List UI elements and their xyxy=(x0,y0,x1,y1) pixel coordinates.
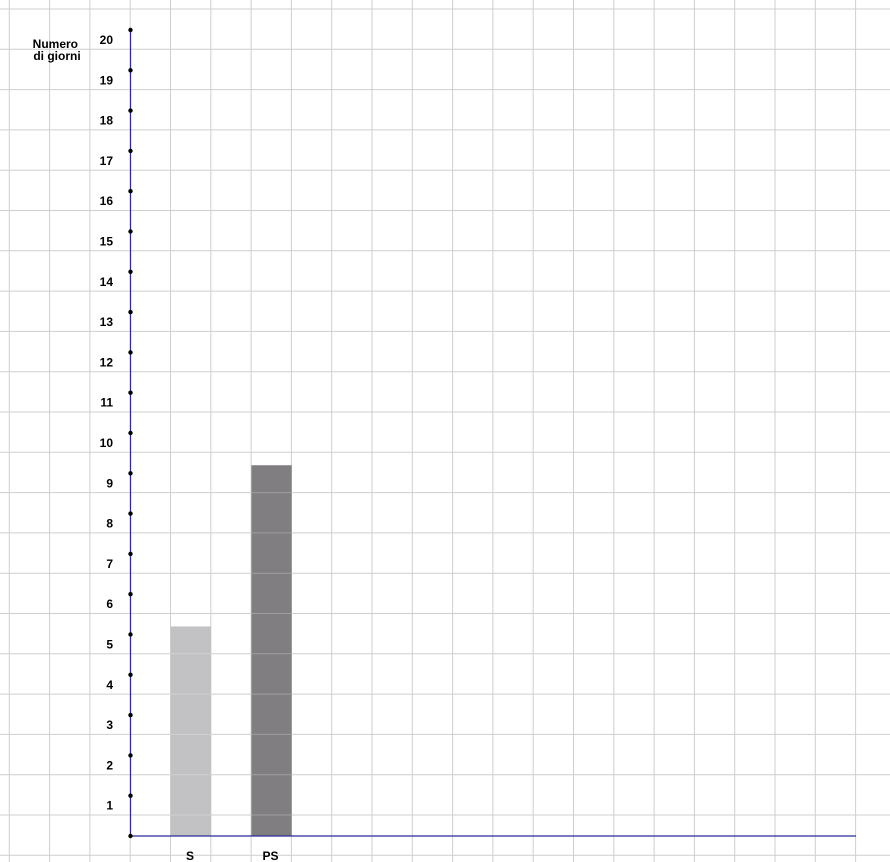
y-tick-dot xyxy=(128,108,133,113)
bar-ps xyxy=(251,465,292,836)
y-tick-dot xyxy=(128,390,133,395)
y-tick-label: 15 xyxy=(100,235,114,249)
y-tick-label: 12 xyxy=(100,355,114,369)
y-tick-dot xyxy=(128,632,133,637)
y-tick-label: 13 xyxy=(100,315,114,329)
y-tick-label: 14 xyxy=(100,275,114,289)
y-tick-label: 17 xyxy=(100,154,114,168)
y-tick-label: 10 xyxy=(100,436,114,450)
y-tick-label: 8 xyxy=(106,517,113,531)
y-tick-dot xyxy=(128,753,133,758)
y-tick-label: 2 xyxy=(106,758,113,772)
y-tick-dot xyxy=(128,269,133,274)
y-tick-label: 5 xyxy=(106,638,113,652)
bar-s xyxy=(170,626,212,836)
y-tick-dot xyxy=(128,793,133,798)
bars xyxy=(170,465,292,836)
y-tick-label: 20 xyxy=(100,33,114,47)
y-tick-label: 18 xyxy=(100,114,114,128)
y-tick-label: 16 xyxy=(100,194,114,208)
y-tick-label: 6 xyxy=(106,597,113,611)
y-tick-dot xyxy=(128,309,133,315)
y-tick-label: 19 xyxy=(100,73,114,87)
y-tick-label: 3 xyxy=(106,718,113,732)
y-tick-dot xyxy=(128,68,133,73)
y-tick-label: 9 xyxy=(106,476,113,490)
y-tick-dot xyxy=(128,712,133,718)
y-tick-dot xyxy=(128,592,133,597)
y-tick-label: 4 xyxy=(106,678,113,692)
y-tick-dot xyxy=(128,189,133,194)
y-tick-dot xyxy=(128,551,133,557)
y-tick-dot xyxy=(128,350,133,355)
y-tick-label: 11 xyxy=(100,396,113,410)
y-axis-label-line-2: di giorni xyxy=(33,49,80,63)
y-tick-dot xyxy=(128,27,133,33)
y-tick-dot xyxy=(128,511,133,516)
y-axis-label: Numero di giorni xyxy=(33,37,82,63)
y-tick-dot xyxy=(128,471,133,476)
x-tick-label: PS xyxy=(263,849,279,862)
x-categories: S PS xyxy=(186,849,279,862)
y-tick-dot xyxy=(128,148,133,154)
y-tick-dot xyxy=(128,833,133,839)
y-tick-label: 1 xyxy=(106,799,113,813)
y-tick-dot xyxy=(128,672,133,677)
y-axis-label-line-1: Numero xyxy=(33,37,78,51)
y-tick-dot xyxy=(128,229,133,234)
y-tick-dot xyxy=(128,430,133,436)
y-tick-label: 7 xyxy=(106,557,113,571)
x-tick-label: S xyxy=(186,849,194,862)
